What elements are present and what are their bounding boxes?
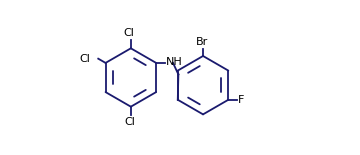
Text: F: F: [238, 95, 245, 105]
Text: Br: Br: [196, 37, 208, 46]
Text: Cl: Cl: [79, 54, 90, 64]
Text: Cl: Cl: [124, 28, 135, 38]
Text: NH: NH: [166, 57, 183, 67]
Text: Cl: Cl: [125, 117, 135, 127]
